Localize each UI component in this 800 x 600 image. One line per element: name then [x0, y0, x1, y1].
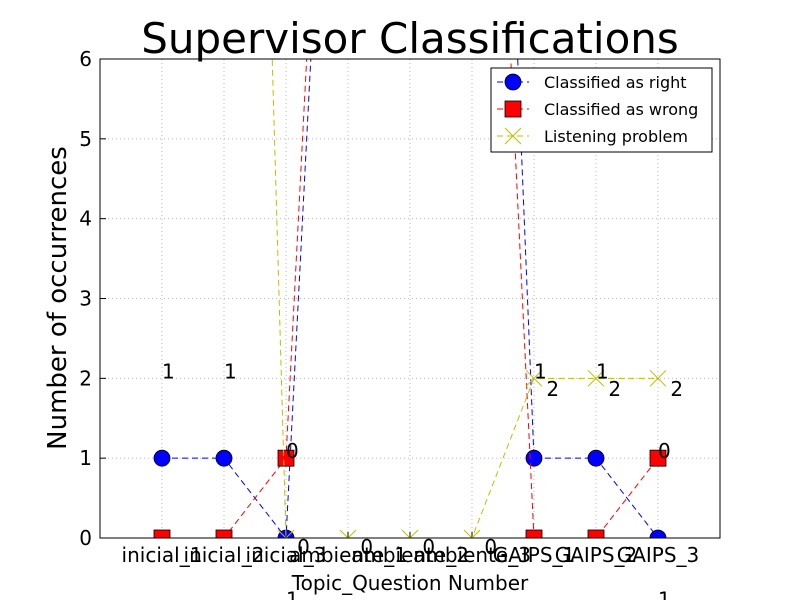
y-tick-label: 1 — [79, 446, 92, 470]
point — [153, 449, 171, 467]
annotation: 0 — [658, 439, 671, 463]
point — [525, 369, 543, 387]
plot-area — [153, 59, 667, 538]
point — [339, 529, 357, 538]
annotation: 1 — [658, 588, 671, 600]
legend-marker — [504, 127, 522, 145]
point — [587, 529, 605, 538]
annotation: 0 — [360, 535, 373, 559]
x-tick-label: ambiente_2 — [351, 543, 469, 567]
x-tick-label: inicial_2 — [184, 543, 265, 567]
point — [649, 369, 667, 387]
y-tick-label: 0 — [79, 526, 92, 550]
legend-marker — [504, 100, 522, 118]
legend: Classified as right Classified as wrong Li… — [490, 67, 713, 153]
annotation: 1 — [286, 588, 299, 600]
point — [525, 529, 543, 538]
y-tick-label: 6 — [79, 47, 92, 71]
x-tick-label: GAIPS_3 — [617, 543, 700, 567]
annotation: 0 — [422, 535, 435, 559]
y-tick-label: 5 — [79, 127, 92, 151]
annotation: 0 — [286, 439, 299, 463]
legend-label: Classified as right — [544, 73, 687, 92]
annotation: 1 — [162, 359, 175, 383]
annotation: 2 — [670, 377, 683, 401]
point — [215, 529, 233, 538]
annotation: 1 — [596, 359, 609, 383]
annotation: 2 — [608, 377, 621, 401]
legend-marker — [504, 73, 522, 91]
point — [153, 529, 171, 538]
x-tick-label: inicial_3 — [246, 543, 327, 567]
x-tick-label: ambiente_3 — [413, 543, 531, 567]
x-tick-label: GAIPS_2 — [555, 543, 638, 567]
annotation: 0 — [297, 535, 310, 559]
x-tick-label: inicial_1 — [122, 543, 203, 567]
series-line — [162, 59, 659, 538]
point — [649, 449, 667, 467]
point — [649, 529, 667, 538]
x-axis-label: Topic_Question Number — [291, 571, 529, 595]
series-line — [162, 59, 659, 538]
point — [463, 529, 481, 538]
annotation: 2 — [546, 377, 559, 401]
annotation: 0 — [484, 535, 497, 559]
annotation: 1 — [224, 359, 237, 383]
chart-title: Supervisor Classifications — [141, 14, 679, 63]
point — [587, 449, 605, 467]
point — [277, 529, 295, 538]
y-tick-label: 2 — [79, 366, 92, 390]
point — [401, 529, 419, 538]
y-tick-label: 4 — [79, 207, 92, 231]
point — [277, 449, 295, 467]
point — [215, 449, 233, 467]
axes-frame — [99, 58, 721, 539]
y-axis-label: Number of occurrences — [43, 146, 73, 450]
y-tick-label: 3 — [79, 287, 92, 311]
x-tick-label: GAIPS_1 — [493, 543, 576, 567]
legend-label: Classified as wrong — [544, 100, 698, 119]
x-tick-label: ambiente_1 — [289, 543, 407, 567]
legend-label: Listening problem — [544, 127, 688, 146]
point — [587, 369, 605, 387]
annotation: 1 — [534, 359, 547, 383]
point — [525, 449, 543, 467]
